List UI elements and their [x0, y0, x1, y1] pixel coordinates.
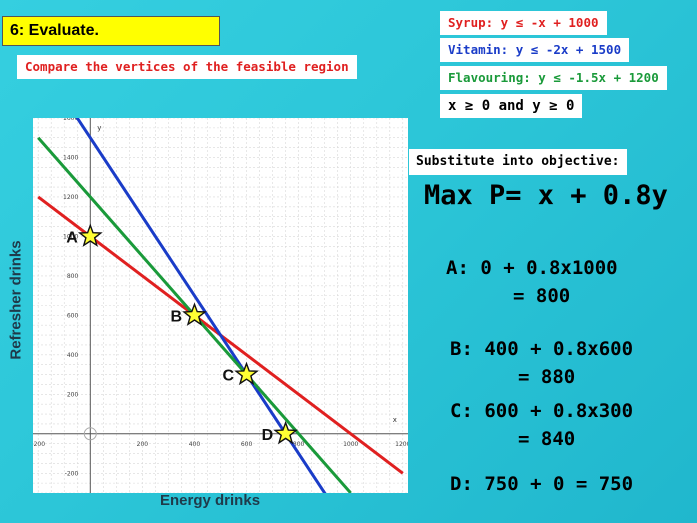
vertex-star-d — [273, 420, 299, 445]
flavouring-constraint: Flavouring: y ≤ -1.5x + 1200 — [440, 66, 667, 90]
x-tick-label: 400 — [189, 441, 201, 448]
y-tick-label: -200 — [65, 470, 79, 477]
x-tick-label: 1000 — [343, 441, 358, 448]
x-axis-label: Energy drinks — [160, 492, 261, 509]
x-tick-label: 800 — [293, 441, 305, 448]
syrup-constraint: Syrup: y ≤ -x + 1000 — [440, 11, 607, 35]
vertex-label-b: B — [170, 308, 182, 325]
chart-svg: y x -200 200 400 600 800 1000 1200 -200 200 400 600 8… — [31, 57, 411, 504]
vitamin-constraint: Vitamin: y ≤ -2x + 1500 — [440, 38, 630, 62]
feasible-region-graph: y x -200 200 400 600 800 1000 1200 -200 200 400 600 8… — [31, 57, 411, 504]
vertex-label-d: D — [262, 427, 274, 444]
y-tick-label: 600 — [67, 312, 79, 319]
vertex-b-result: = 880 — [518, 366, 576, 388]
vitamin-line — [36, 57, 333, 504]
x-tick-label: 600 — [241, 441, 253, 448]
y-axis-label: Refresher drinks — [7, 240, 25, 360]
y-tick-label: 1000 — [63, 233, 78, 240]
vertex-b-calc: B: 400 + 0.8x600 — [450, 338, 634, 360]
y-tick-label: 400 — [67, 352, 79, 359]
x-axis-symbol: x — [393, 416, 397, 424]
vertex-label-c: C — [223, 368, 235, 385]
vertex-a-calc: A: 0 + 0.8x1000 — [446, 257, 618, 279]
slide-subtitle: Compare the vertices of the feasible reg… — [17, 55, 357, 79]
vertex-star-a — [77, 223, 103, 247]
nonnegativity-constraint: x ≥ 0 and y ≥ 0 — [440, 94, 583, 118]
y-tick-label: 1400 — [63, 154, 78, 161]
objective-heading: Substitute into objective: — [409, 149, 627, 175]
vertex-a-result: = 800 — [513, 285, 571, 307]
vertex-d-calc: D: 750 + 0 = 750 — [450, 473, 634, 495]
y-axis-symbol: y — [97, 124, 101, 132]
vertex-c-result: = 840 — [518, 428, 576, 450]
y-tick-label: 1600 — [63, 118, 78, 122]
x-tick-label: -200 — [33, 441, 45, 448]
vertex-star-b — [182, 302, 207, 326]
y-tick-label: 200 — [67, 391, 79, 398]
y-tick-label: 800 — [67, 273, 79, 280]
vertex-c-calc: C: 600 + 0.8x300 — [450, 400, 634, 422]
origin-marker — [83, 427, 97, 441]
slide-title: 6: Evaluate. — [2, 16, 220, 46]
vertex-star-c — [234, 361, 259, 386]
vertex-label-a: A — [66, 229, 78, 246]
y-tick-label: 1200 — [63, 194, 78, 201]
objective-function: Max P= x + 0.8y — [424, 180, 668, 211]
x-tick-label: 1200 — [395, 441, 408, 448]
x-tick-label: 200 — [137, 441, 149, 448]
